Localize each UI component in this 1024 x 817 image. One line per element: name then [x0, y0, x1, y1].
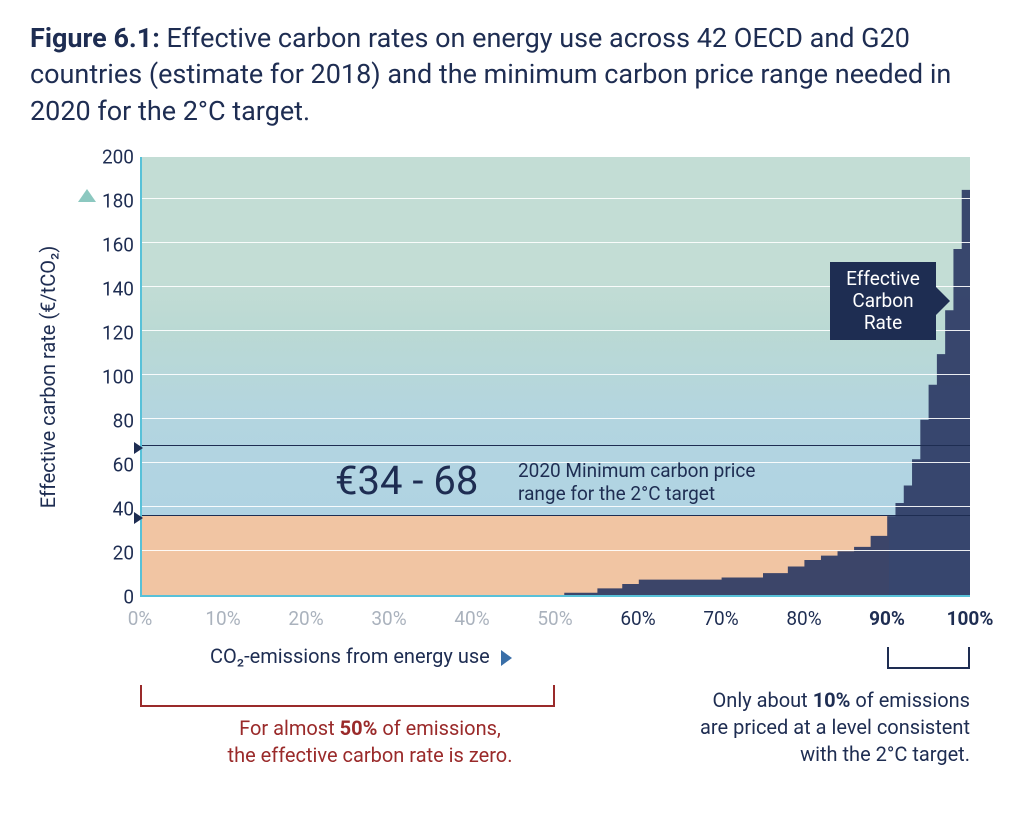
- x-tick: 30%: [371, 607, 406, 630]
- figure-title: Figure 6.1: Effective carbon rates on en…: [30, 20, 994, 129]
- price-band-line: [142, 515, 970, 516]
- price-band-line: [142, 445, 970, 446]
- y-tick: 40: [100, 498, 134, 521]
- y-tick: 160: [100, 234, 134, 257]
- gridline: [142, 242, 970, 243]
- x-tick: 100%: [947, 607, 994, 630]
- left-bracket: [140, 685, 555, 707]
- price-band-marker-icon: [134, 512, 143, 524]
- price-band-description: 2020 Minimum carbon price range for the …: [518, 460, 755, 506]
- price-band-marker-icon: [134, 442, 143, 454]
- plot-area: [140, 157, 970, 597]
- x-tick: 60%: [620, 607, 655, 630]
- y-tick: 200: [100, 146, 134, 169]
- y-axis-arrow-icon: [78, 189, 96, 202]
- effective-carbon-rate-badge: Effective Carbon Rate: [830, 262, 936, 340]
- x-tick: 10%: [205, 607, 240, 630]
- chart: Effective carbon rate (€/tCO₂) €34 - 68 …: [30, 147, 990, 817]
- price-band-value: €34 - 68: [335, 457, 478, 504]
- y-tick: 0: [100, 586, 134, 609]
- y-tick: 20: [100, 542, 134, 565]
- y-tick: 80: [100, 410, 134, 433]
- x-tick: 70%: [703, 607, 738, 630]
- gridline: [142, 374, 970, 375]
- figure-title-text: Effective carbon rates on energy use acr…: [30, 22, 951, 127]
- gridline: [142, 418, 970, 419]
- y-tick: 120: [100, 322, 134, 345]
- gridline: [142, 506, 970, 507]
- gridline: [142, 198, 970, 199]
- gridline: [142, 550, 970, 551]
- x-axis-label: CO₂-emissions from energy use: [210, 644, 512, 668]
- carbon-rate-curve: [142, 157, 970, 595]
- x-tick: 40%: [454, 607, 489, 630]
- callout-consistent-price: Only about 10% of emissions are priced a…: [650, 687, 970, 768]
- y-axis-label: Effective carbon rate (€/tCO₂): [36, 246, 60, 509]
- x-tick: 0%: [128, 607, 153, 630]
- y-tick: 180: [100, 190, 134, 213]
- y-tick: 60: [100, 454, 134, 477]
- x-tick: 20%: [288, 607, 323, 630]
- x-tick: 50%: [537, 607, 572, 630]
- callout-zero-rate: For almost 50% of emissions, the effecti…: [200, 715, 540, 769]
- y-tick: 140: [100, 278, 134, 301]
- right-bracket: [887, 647, 970, 669]
- figure-number: Figure 6.1:: [30, 22, 160, 54]
- x-axis-arrow-icon: [501, 650, 512, 666]
- x-tick: 90%: [869, 607, 905, 630]
- y-tick: 100: [100, 366, 134, 389]
- x-tick: 80%: [786, 607, 821, 630]
